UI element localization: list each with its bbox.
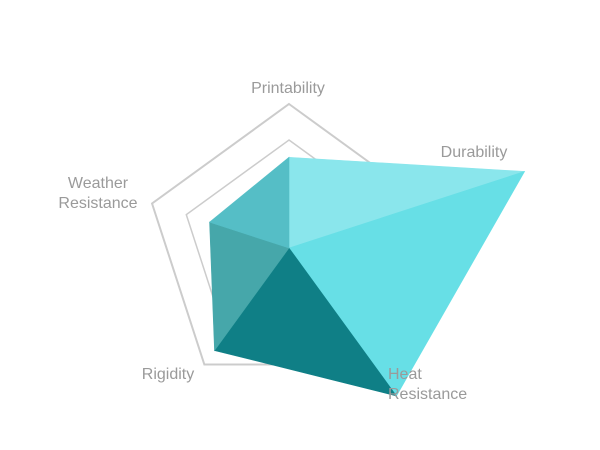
axis-label-line: Durability bbox=[441, 144, 508, 161]
axis-label-weather_resistance: Weather Resistance bbox=[58, 175, 137, 212]
axis-label-line: Resistance bbox=[388, 386, 467, 403]
radar-data-area bbox=[208, 156, 526, 397]
axis-label-rigidity: Rigidity bbox=[142, 366, 194, 383]
axis-label-heat_resistance: Heat Resistance bbox=[388, 366, 467, 403]
axis-labels: Printability Durability Heat Resistance Rigi… bbox=[58, 80, 507, 403]
axis-label-line: Resistance bbox=[58, 195, 137, 212]
axis-label-line: Heat bbox=[388, 366, 422, 383]
axis-label-printability: Printability bbox=[251, 80, 325, 97]
axis-label-line: Printability bbox=[251, 80, 325, 97]
axis-label-line: Rigidity bbox=[142, 366, 194, 383]
axis-label-durability: Durability bbox=[441, 144, 508, 161]
axis-label-line: Weather bbox=[68, 175, 129, 192]
radar-wedge-weather_resistance bbox=[208, 156, 290, 249]
